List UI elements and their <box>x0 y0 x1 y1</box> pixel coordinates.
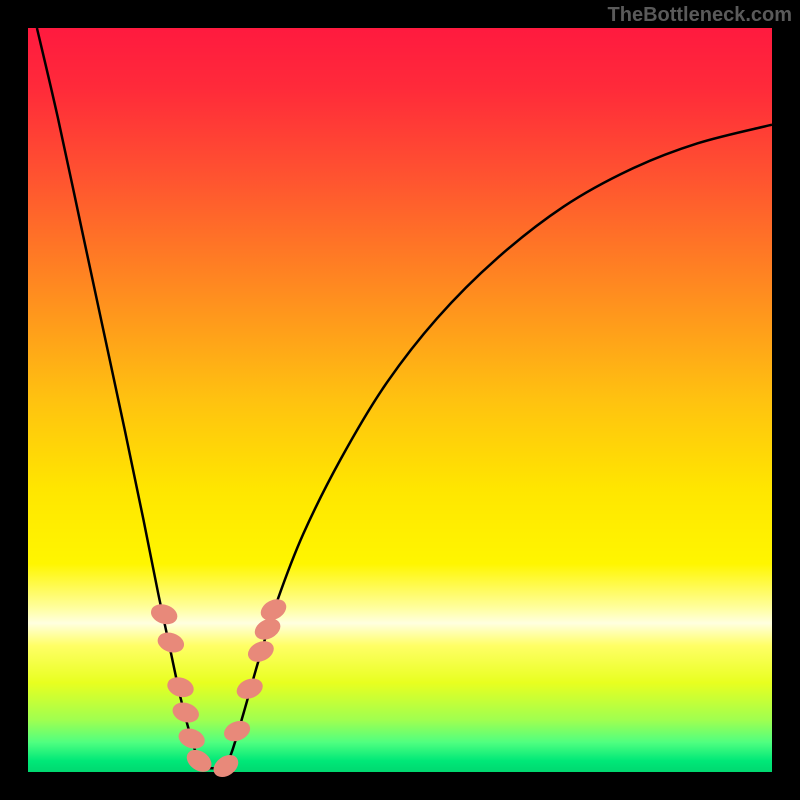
curve-left-branch <box>37 28 205 768</box>
curve-marker <box>149 602 179 627</box>
curve-marker <box>210 751 242 781</box>
curve-layer <box>28 28 772 772</box>
curve-marker <box>222 718 253 744</box>
curve-marker <box>156 630 186 655</box>
curve-marker <box>176 726 207 752</box>
curve-right-branch <box>225 125 772 769</box>
curve-marker <box>245 638 276 665</box>
plot-area <box>28 28 772 772</box>
curve-marker <box>234 675 265 701</box>
curve-marker <box>165 675 195 700</box>
curve-marker <box>183 746 215 776</box>
curve-marker <box>171 700 201 725</box>
watermark-text: TheBottleneck.com <box>608 4 792 27</box>
curve-marker <box>258 596 289 624</box>
marker-group <box>149 596 289 781</box>
